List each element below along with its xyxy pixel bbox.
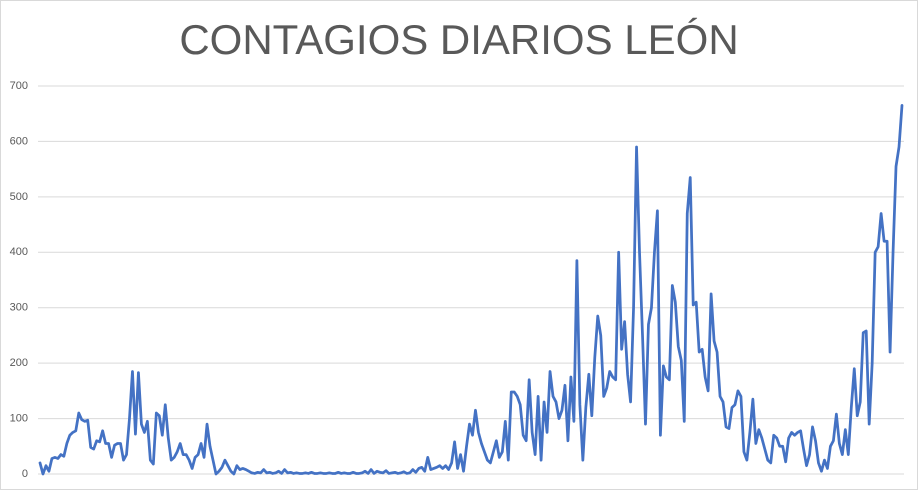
y-tick-label: 700 bbox=[10, 80, 28, 92]
data-line bbox=[38, 104, 904, 476]
chart-title: CONTAGIOS DIARIOS LEÓN bbox=[179, 16, 738, 63]
y-tick-label: 500 bbox=[10, 191, 28, 203]
y-tick-label: 600 bbox=[10, 135, 28, 147]
y-tick-label: 100 bbox=[10, 412, 28, 424]
y-tick-label: 400 bbox=[10, 246, 28, 258]
y-tick-label: 0 bbox=[22, 468, 28, 480]
y-tick-label: 300 bbox=[10, 302, 28, 314]
y-tick-label: 200 bbox=[10, 357, 28, 369]
